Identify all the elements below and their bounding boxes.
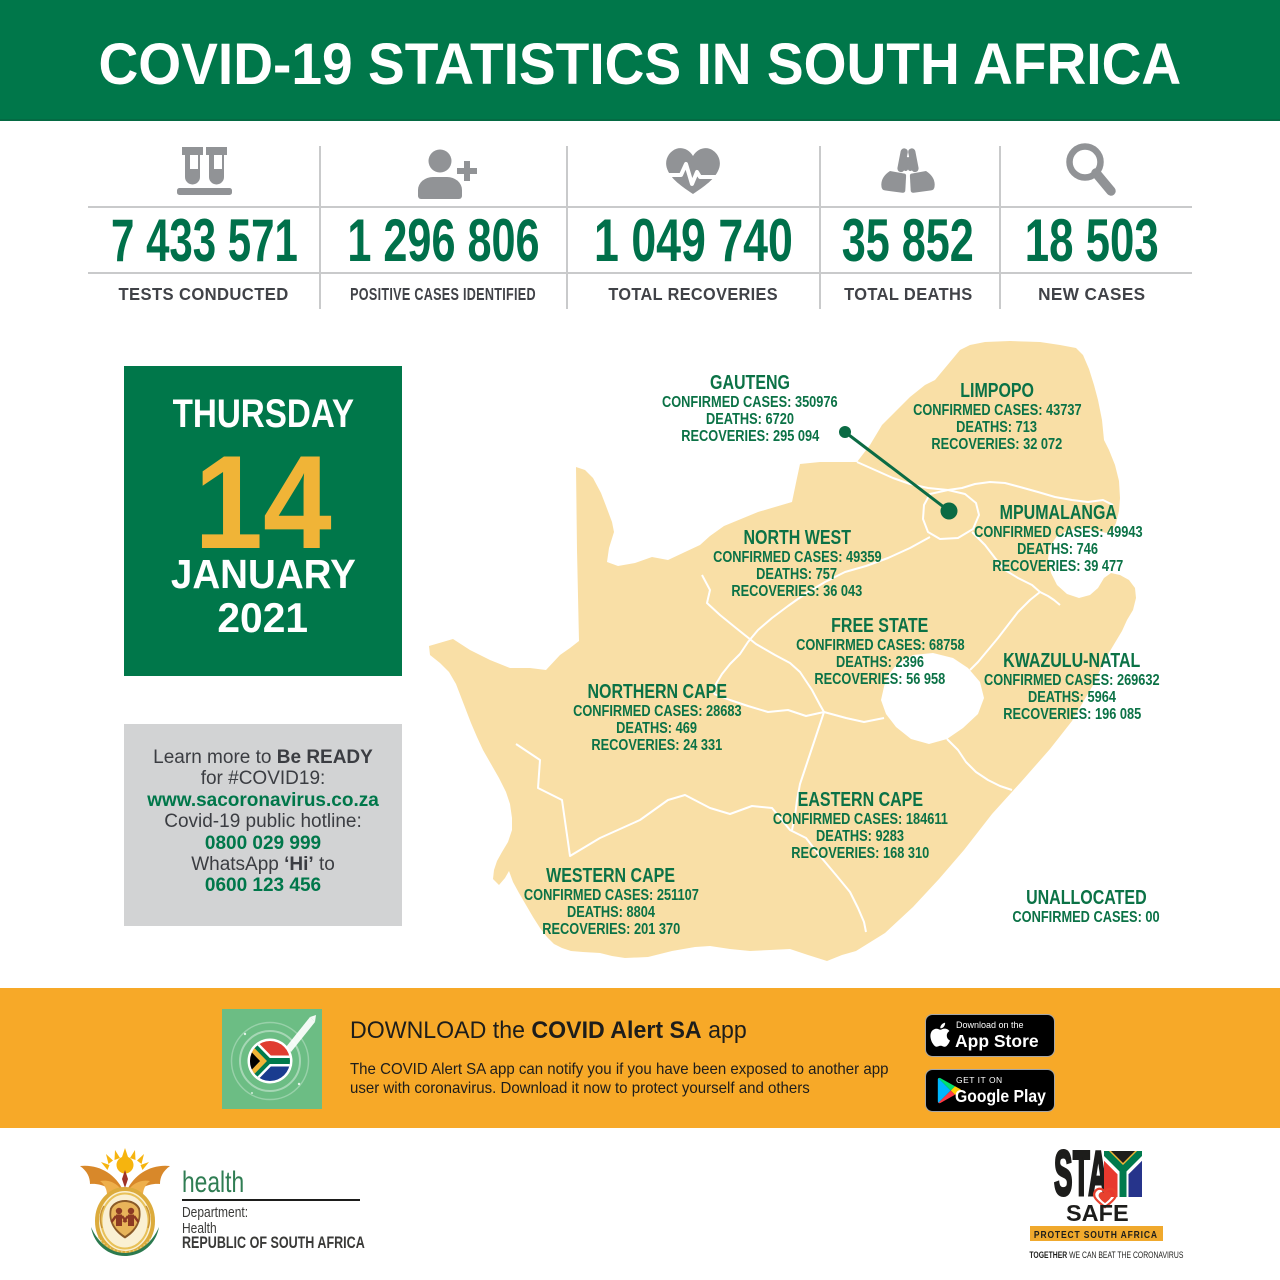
svg-text:App Store: App Store [955,1031,1039,1051]
svg-text:Download on the: Download on the [956,1020,1024,1030]
svg-text:Google Play: Google Play [955,1086,1047,1106]
svg-text:STA: STA [1054,1148,1109,1200]
svg-text:GET IT ON: GET IT ON [956,1075,1003,1085]
